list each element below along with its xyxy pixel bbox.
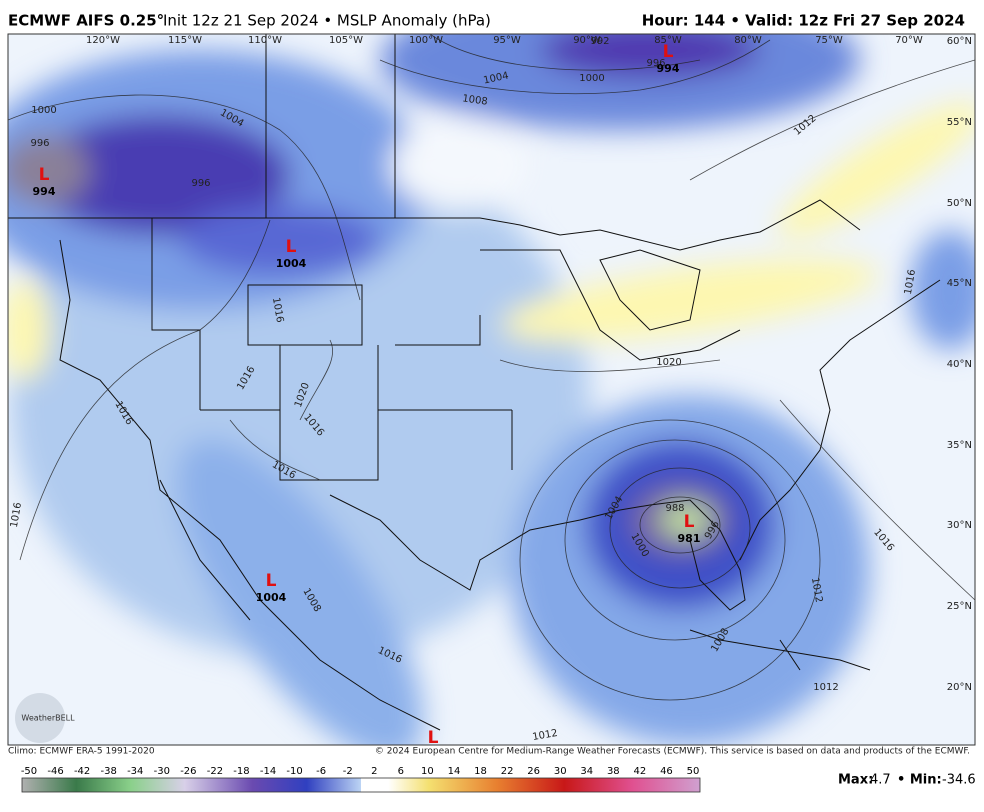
copyright: © 2024 European Centre for Medium-Range … (375, 747, 970, 757)
latitude-label: 55°N (947, 117, 972, 128)
max-label: Max: (838, 773, 873, 788)
latitude-label: 50°N (947, 198, 972, 209)
contour-label: 996 (191, 178, 210, 189)
colorbar-tick: 6 (398, 766, 404, 777)
longitude-label: 95°W (493, 35, 521, 46)
contour-label: 1008 (462, 93, 489, 107)
low-symbol: L (684, 512, 695, 532)
low-pressure: 981 (678, 532, 701, 545)
colorbar-tick: 38 (607, 766, 620, 777)
contour-label: 1020 (656, 357, 681, 368)
latitude-label: 45°N (947, 278, 972, 289)
min-label: • Min: (897, 773, 942, 788)
colorbar-tick: -30 (154, 766, 170, 777)
max-value: 4.7 (870, 773, 891, 788)
colorbar-tick: -34 (127, 766, 143, 777)
latitude-label: 60°N (947, 36, 972, 47)
valid-info: Hour: 144 • Valid: 12z Fri 27 Sep 2024 (642, 12, 965, 30)
longitude-label: 120°W (86, 35, 120, 46)
contour-label: 1016 (270, 297, 285, 324)
latitude-label: 30°N (947, 520, 972, 531)
colorbar-tick: -38 (101, 766, 117, 777)
contour-label: 996 (30, 138, 49, 149)
colorbar-tick: 26 (527, 766, 540, 777)
longitude-label: 75°W (815, 35, 843, 46)
colorbar-tick: -6 (316, 766, 326, 777)
low-symbol: L (663, 42, 674, 62)
contour-label: 1012 (532, 728, 559, 743)
longitude-label: 85°W (654, 35, 682, 46)
colorbar-tick: -42 (74, 766, 90, 777)
latitude-label: 20°N (947, 682, 972, 693)
colorbar-tick: 10 (421, 766, 434, 777)
contour-label: 1004 (483, 70, 510, 86)
contour-label: 1012 (813, 682, 838, 693)
low-symbol: L (266, 571, 277, 591)
colorbar-tick: 34 (580, 766, 593, 777)
min-value: -34.6 (942, 773, 976, 788)
latitude-label: 25°N (947, 601, 972, 612)
colorbar-tick: -22 (207, 766, 223, 777)
title: ECMWF AIFS 0.25° (8, 12, 164, 30)
colorbar-tick: 30 (554, 766, 567, 777)
longitude-label: 115°W (168, 35, 202, 46)
longitude-label: 110°W (248, 35, 282, 46)
contour-label: 1012 (809, 577, 824, 604)
colorbar-tick: 46 (660, 766, 673, 777)
colorbar-tick: 14 (448, 766, 461, 777)
colorbar-tick: -10 (286, 766, 302, 777)
colorbar-tick: 42 (634, 766, 647, 777)
contour-label: 1016 (9, 502, 24, 529)
subtitle: Init 12z 21 Sep 2024 • MSLP Anomaly (hPa… (163, 12, 491, 30)
colorbar-tick: -46 (47, 766, 63, 777)
colorbar (21, 777, 701, 793)
colorbar-tick: -18 (233, 766, 249, 777)
contour-label: 988 (665, 503, 684, 514)
low-pressure: 1004 (256, 591, 287, 604)
low-symbol: L (428, 728, 439, 748)
contour-label: 996 (646, 58, 665, 69)
longitude-label: 80°W (734, 35, 762, 46)
contour-label: 1000 (579, 73, 604, 84)
latitude-label: 35°N (947, 440, 972, 451)
colorbar-tick: 18 (474, 766, 487, 777)
latitude-label: 40°N (947, 359, 972, 370)
logo: WeatherBELL (21, 714, 75, 723)
colorbar-tick: -50 (21, 766, 37, 777)
colorbar-tick: -14 (260, 766, 276, 777)
low-pressure: 994 (657, 62, 680, 75)
climo-note: Climo: ECMWF ERA-5 1991-2020 (8, 747, 155, 757)
low-pressure: 1004 (276, 257, 307, 270)
longitude-label: 70°W (895, 35, 923, 46)
contour-label: 992 (590, 36, 609, 47)
low-symbol: L (39, 165, 50, 185)
colorbar-tick: -26 (180, 766, 196, 777)
low-symbol: L (286, 237, 297, 257)
longitude-label: 90°W (573, 35, 601, 46)
longitude-label: 105°W (329, 35, 363, 46)
longitude-label: 100°W (409, 35, 443, 46)
colorbar-tick: 2 (371, 766, 377, 777)
colorbar-tick: -2 (343, 766, 353, 777)
contour-label: 1016 (903, 269, 918, 296)
low-pressure: 994 (33, 185, 56, 198)
contour-label: 1000 (31, 105, 56, 116)
colorbar-tick: 50 (687, 766, 700, 777)
colorbar-tick: 22 (501, 766, 514, 777)
